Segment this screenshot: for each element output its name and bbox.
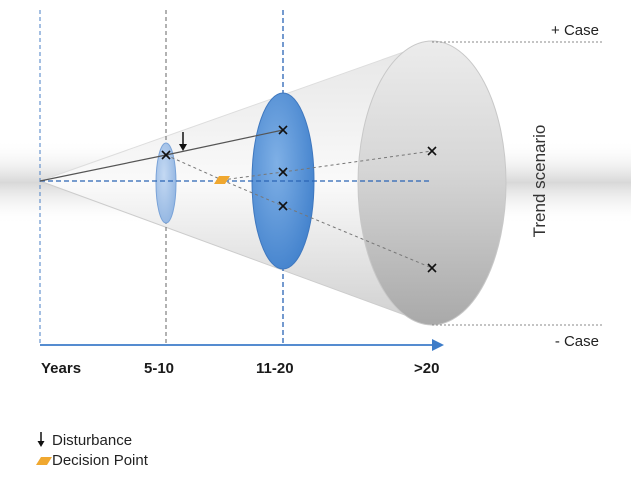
- path-to-upper-outcome: [282, 150, 433, 173]
- marker-outcome-lower: [427, 263, 437, 273]
- plus-case-label: + Case: [551, 22, 599, 39]
- cone-upper-edge: [39, 41, 433, 182]
- future-scenario-ellipse: [357, 40, 507, 326]
- period-1-ellipse: [155, 142, 177, 224]
- scenario-markers: [161, 125, 437, 273]
- cone-lower-edge: [39, 180, 433, 326]
- legend-decision-point-text: Decision Point: [52, 452, 148, 469]
- path-decision-lower: [221, 179, 284, 207]
- legend-decision-point: Decision Point: [30, 452, 148, 469]
- axis-label-period-2: 11-20: [256, 360, 294, 377]
- marker-period2-lower: [278, 201, 288, 211]
- scenario-cone: [40, 42, 432, 325]
- marker-outcome-upper: [427, 146, 437, 156]
- time-axis-arrowhead: [432, 339, 444, 351]
- path-decision-middle: [221, 171, 284, 181]
- path-to-lower-outcome: [282, 205, 433, 269]
- legend-disturbance: Disturbance: [30, 432, 132, 449]
- path-start-to-disturbance: [39, 154, 167, 182]
- decision-point-marker: [214, 176, 230, 184]
- minus-case-label: - Case: [554, 333, 599, 350]
- decision-point-legend-icon: [36, 457, 52, 465]
- trend-scenario-label: Trend scenario: [530, 124, 549, 238]
- path-disturbance-upper: [165, 129, 284, 156]
- path-disturbance-to-decision: [165, 154, 223, 181]
- disturbance-arrow-icon: [179, 132, 187, 151]
- marker-disturbance: [161, 150, 171, 160]
- axis-label-years: Years: [41, 360, 82, 377]
- axis-label-period-1: 5-10: [144, 360, 175, 377]
- axis-label-period-3: >20: [414, 360, 440, 377]
- marker-period2-upper: [278, 125, 288, 135]
- marker-period2-middle: [278, 167, 288, 177]
- disturbance-legend-icon: [37, 432, 45, 447]
- legend-disturbance-text: Disturbance: [52, 432, 133, 449]
